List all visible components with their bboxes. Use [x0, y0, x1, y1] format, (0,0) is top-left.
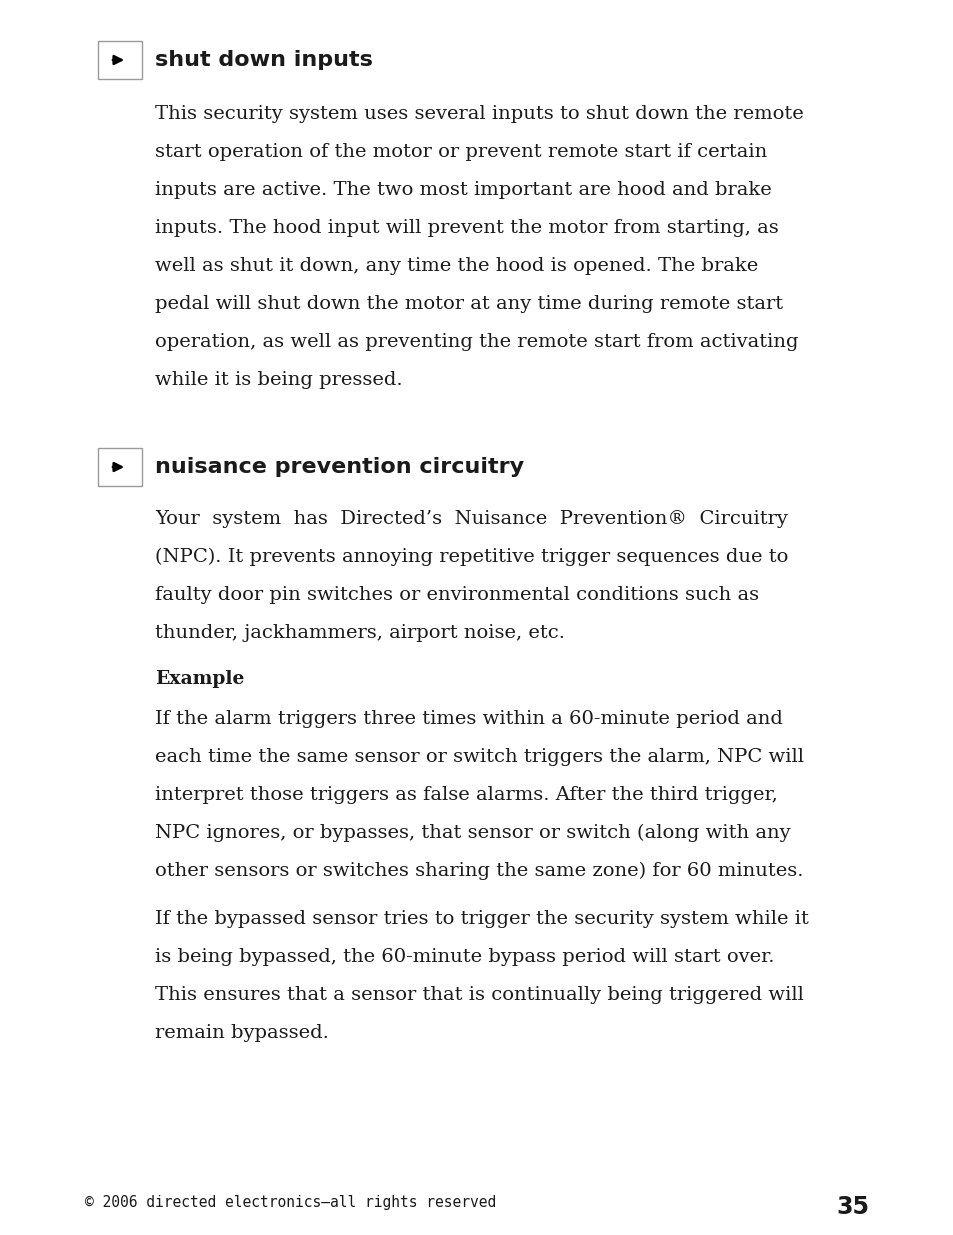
- Text: faulty door pin switches or environmental conditions such as: faulty door pin switches or environmenta…: [154, 585, 759, 604]
- Text: If the alarm triggers three times within a 60-minute period and: If the alarm triggers three times within…: [154, 710, 782, 727]
- FancyBboxPatch shape: [98, 41, 142, 79]
- Text: nuisance prevention circuitry: nuisance prevention circuitry: [154, 457, 523, 477]
- Text: NPC ignores, or bypasses, that sensor or switch (along with any: NPC ignores, or bypasses, that sensor or…: [154, 824, 790, 842]
- Text: Your  system  has  Directed’s  Nuisance  Prevention®  Circuitry: Your system has Directed’s Nuisance Prev…: [154, 510, 787, 529]
- Text: © 2006 directed electronics—all rights reserved: © 2006 directed electronics—all rights r…: [85, 1195, 496, 1210]
- Text: If the bypassed sensor tries to trigger the security system while it: If the bypassed sensor tries to trigger …: [154, 910, 808, 927]
- Text: This security system uses several inputs to shut down the remote: This security system uses several inputs…: [154, 105, 803, 124]
- Text: This ensures that a sensor that is continually being triggered will: This ensures that a sensor that is conti…: [154, 986, 803, 1004]
- Text: thunder, jackhammers, airport noise, etc.: thunder, jackhammers, airport noise, etc…: [154, 624, 564, 642]
- Text: Example: Example: [154, 671, 244, 688]
- Text: well as shut it down, any time the hood is opened. The brake: well as shut it down, any time the hood …: [154, 257, 758, 275]
- FancyBboxPatch shape: [98, 448, 142, 487]
- Text: shut down inputs: shut down inputs: [154, 49, 373, 70]
- Text: other sensors or switches sharing the same zone) for 60 minutes.: other sensors or switches sharing the sa…: [154, 862, 802, 881]
- Text: inputs. The hood input will prevent the motor from starting, as: inputs. The hood input will prevent the …: [154, 219, 778, 237]
- Text: while it is being pressed.: while it is being pressed.: [154, 370, 402, 389]
- Text: operation, as well as preventing the remote start from activating: operation, as well as preventing the rem…: [154, 333, 798, 351]
- Text: start operation of the motor or prevent remote start if certain: start operation of the motor or prevent …: [154, 143, 766, 161]
- Text: remain bypassed.: remain bypassed.: [154, 1024, 329, 1042]
- Text: (NPC). It prevents annoying repetitive trigger sequences due to: (NPC). It prevents annoying repetitive t…: [154, 548, 787, 567]
- Text: 35: 35: [835, 1195, 868, 1219]
- Text: is being bypassed, the 60-minute bypass period will start over.: is being bypassed, the 60-minute bypass …: [154, 948, 774, 966]
- Text: pedal will shut down the motor at any time during remote start: pedal will shut down the motor at any ti…: [154, 295, 782, 312]
- Text: each time the same sensor or switch triggers the alarm, NPC will: each time the same sensor or switch trig…: [154, 748, 803, 766]
- Text: inputs are active. The two most important are hood and brake: inputs are active. The two most importan…: [154, 182, 771, 199]
- Text: interpret those triggers as false alarms. After the third trigger,: interpret those triggers as false alarms…: [154, 785, 777, 804]
